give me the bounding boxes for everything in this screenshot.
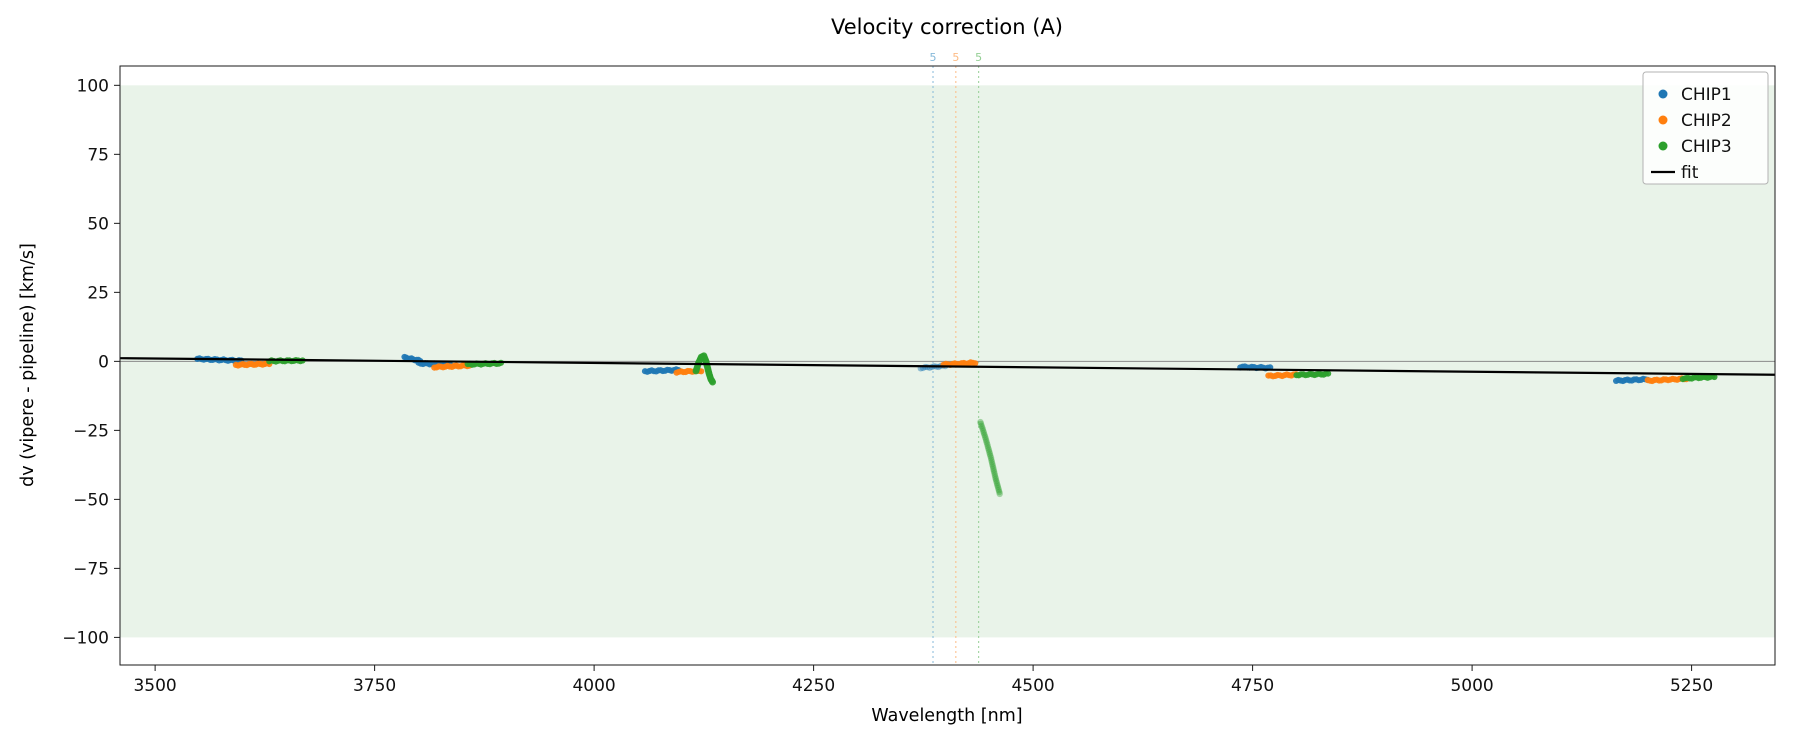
- x-tick-label: 5000: [1450, 676, 1493, 696]
- y-axis-label: dv (vipere - pipeline) [km/s]: [18, 243, 38, 487]
- x-tick-label: 4000: [572, 676, 615, 696]
- y-tick-label: 100: [77, 76, 109, 96]
- vline-label-0: 5: [930, 51, 937, 64]
- x-tick-label: 3500: [133, 676, 176, 696]
- y-tick-label: −50: [73, 490, 109, 510]
- legend-box: [1642, 71, 1769, 185]
- legend-marker-CHIP3: [1658, 141, 1668, 151]
- x-tick-label: 4250: [792, 676, 835, 696]
- x-tick-label: 4500: [1011, 676, 1054, 696]
- y-tick-label: −25: [73, 421, 109, 441]
- y-tick-label: −75: [73, 559, 109, 579]
- legend-label-CHIP1: CHIP1: [1681, 85, 1732, 105]
- vline-label-2: 5: [975, 51, 982, 64]
- y-tick-label: 0: [98, 352, 109, 372]
- legend-label-CHIP3: CHIP3: [1681, 137, 1732, 157]
- legend-label-CHIP2: CHIP2: [1681, 111, 1732, 131]
- y-tick-label: −100: [62, 628, 109, 648]
- legend-marker-CHIP1: [1658, 89, 1668, 99]
- x-tick-label: 3750: [353, 676, 396, 696]
- chart-title: Velocity correction (A): [830, 15, 1064, 39]
- x-tick-label: 5250: [1670, 676, 1713, 696]
- axes-spines: [119, 65, 1776, 666]
- x-tick-label: 4750: [1231, 676, 1274, 696]
- vline-label-1: 5: [952, 51, 959, 64]
- y-tick-label: 25: [87, 283, 109, 303]
- series-CHIP3: [266, 352, 1718, 498]
- legend-marker-CHIP2: [1658, 115, 1668, 125]
- y-tick-label: 75: [87, 145, 109, 165]
- fit-line: [119, 357, 1776, 376]
- x-axis-label: Wavelength [nm]: [871, 706, 1023, 726]
- y-tick-label: 50: [87, 214, 109, 234]
- legend-label-fit: fit: [1681, 163, 1699, 183]
